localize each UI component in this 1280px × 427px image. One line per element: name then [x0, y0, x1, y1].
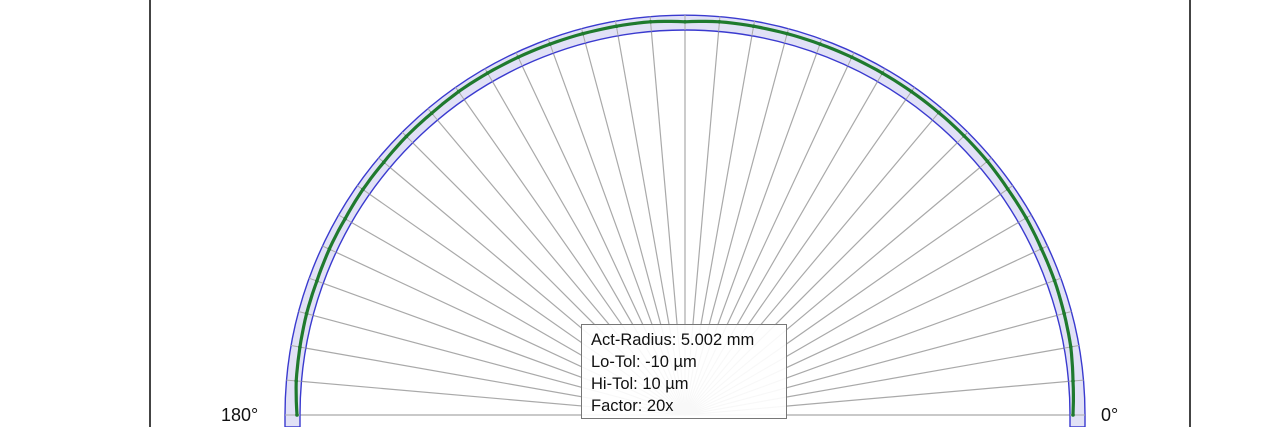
- profile-point: [315, 279, 319, 283]
- profile-point: [1071, 413, 1075, 417]
- profile-point: [880, 71, 885, 75]
- profile-point: [548, 42, 552, 46]
- band-tick: [905, 87, 915, 100]
- band-tick: [718, 16, 721, 32]
- profile-point: [1069, 345, 1073, 349]
- angle-label-0: 0°: [1101, 405, 1119, 425]
- tolerance-band: [284, 14, 1086, 427]
- band-tick: [932, 108, 943, 121]
- band-tick: [956, 131, 969, 144]
- band-tick: [751, 21, 755, 36]
- band-tick: [581, 28, 586, 44]
- band-tick: [615, 21, 619, 36]
- profile-point: [1039, 247, 1044, 251]
- profile-point: [985, 159, 990, 164]
- band-tick: [877, 68, 886, 82]
- hi-tol-text: Hi-Tol: 10 µm: [591, 375, 689, 393]
- profile-point: [516, 55, 520, 59]
- profile-point: [456, 89, 461, 94]
- profile-point: [785, 31, 789, 36]
- band-tick: [484, 68, 493, 82]
- profile-point: [648, 20, 653, 24]
- profile-point: [327, 247, 332, 251]
- frame-right-border: [1189, 0, 1191, 427]
- profile-point: [361, 187, 365, 192]
- profile-point: [1024, 216, 1028, 220]
- profile-point: [294, 379, 299, 383]
- profile-point: [751, 24, 756, 29]
- profile-point: [304, 311, 309, 316]
- info-box: Act-Radius: 5.002 mm Lo-Tol: -10 µm Hi-T…: [581, 324, 787, 419]
- profile-point: [1052, 278, 1057, 283]
- profile-point: [683, 20, 687, 24]
- band-tick: [515, 52, 523, 67]
- profile-point: [962, 134, 966, 138]
- band-tick: [784, 28, 789, 44]
- profile-point: [429, 111, 434, 115]
- band-tick: [455, 87, 465, 100]
- band-tick: [1068, 379, 1084, 382]
- factor-text: Factor: 20x: [591, 397, 674, 415]
- profile-point: [850, 55, 854, 59]
- profile-point: [298, 345, 302, 349]
- angle-label-180: 180°: [221, 405, 259, 425]
- profile-point: [485, 71, 490, 75]
- profile-point: [581, 31, 585, 36]
- band-tick: [816, 38, 823, 54]
- profile-point: [1062, 311, 1066, 316]
- profile-point: [818, 42, 822, 46]
- band-tick: [847, 52, 855, 67]
- profile-point: [909, 89, 914, 94]
- band-tick: [979, 157, 992, 168]
- profile-point: [717, 20, 722, 24]
- lo-tol-text: Lo-Tol: -10 µm: [591, 353, 697, 371]
- profile-point: [1071, 379, 1075, 383]
- profile-point: [382, 160, 386, 164]
- profile-point: [404, 134, 409, 139]
- frame-left-border: [149, 0, 151, 427]
- profile-point: [343, 217, 347, 221]
- profile-point: [1005, 187, 1010, 191]
- profile-point: [295, 413, 299, 417]
- profile-point: [614, 24, 619, 29]
- band-tick: [547, 38, 554, 54]
- profile-point: [936, 110, 941, 115]
- act-radius-text: Act-Radius: 5.002 mm: [591, 331, 755, 349]
- band-tick: [286, 379, 302, 382]
- band-tick: [649, 16, 652, 32]
